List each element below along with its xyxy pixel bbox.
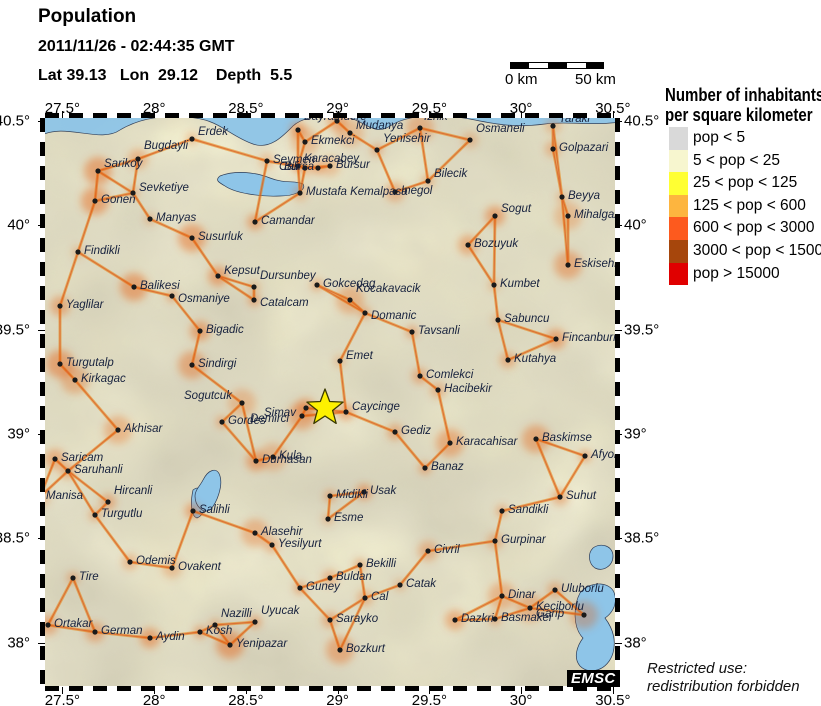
svg-text:Mudanya: Mudanya [356,120,403,132]
svg-text:Beyya: Beyya [568,190,600,202]
svg-text:Camandar: Camandar [261,215,316,227]
svg-text:Kutahya: Kutahya [514,353,556,365]
svg-text:Gediz: Gediz [401,425,431,437]
svg-text:Comlekci: Comlekci [426,369,474,381]
svg-text:Sarayko: Sarayko [336,613,379,625]
svg-text:Hircanli: Hircanli [114,485,153,497]
svg-text:Nazilli: Nazilli [221,608,252,620]
svg-text:Gurpinar: Gurpinar [501,534,547,546]
svg-text:Gordes: Gordes [228,415,266,427]
svg-text:Bugdayli: Bugdayli [144,140,189,152]
svg-text:Afyon: Afyon [590,449,615,461]
svg-text:Caycinge: Caycinge [352,401,400,413]
svg-text:Turgutalp: Turgutalp [66,357,114,369]
svg-text:Dursunbey: Dursunbey [260,270,317,282]
svg-text:German: German [101,625,143,637]
svg-text:Yaglilar: Yaglilar [66,299,105,311]
svg-text:Bilecik: Bilecik [434,168,468,180]
svg-text:Kosh: Kosh [206,625,232,637]
svg-text:Esme: Esme [334,512,363,524]
svg-text:Salihli: Salihli [199,504,230,516]
svg-text:Balikesi: Balikesi [140,280,180,292]
svg-text:Guney: Guney [306,581,341,593]
svg-text:Mustafa Kemalpasa: Mustafa Kemalpasa [306,186,408,198]
svg-text:Dazkri: Dazkri [461,613,494,625]
svg-text:Simav: Simav [264,407,297,419]
svg-text:Inegol: Inegol [401,185,433,197]
svg-text:Sevketiye: Sevketiye [139,182,189,194]
svg-text:Bursur: Bursur [336,159,371,171]
svg-text:Tire: Tire [79,571,99,583]
svg-text:Usak: Usak [370,485,397,497]
svg-text:Bozuyuk: Bozuyuk [474,238,519,250]
svg-text:Turgutlu: Turgutlu [101,508,143,520]
svg-text:Ortakar: Ortakar [54,618,94,630]
svg-text:Yesilyurt: Yesilyurt [278,538,322,550]
svg-text:Suhut: Suhut [566,490,597,502]
svg-text:Gonen: Gonen [101,194,136,206]
svg-text:Osmaneli: Osmaneli [476,123,525,135]
svg-text:Uluborlu: Uluborlu [561,583,604,595]
svg-text:Akhisar: Akhisar [123,423,164,435]
svg-text:Catak: Catak [406,578,437,590]
svg-text:Kumbet: Kumbet [500,278,540,290]
svg-text:Alasehir: Alasehir [260,526,304,538]
svg-text:Susurluk: Susurluk [198,231,244,243]
svg-text:Tavsanli: Tavsanli [418,325,460,337]
svg-text:Kirkagac: Kirkagac [81,373,126,385]
svg-text:Erdek: Erdek [198,126,229,138]
svg-text:Banaz: Banaz [431,461,464,473]
svg-text:Karacahisar: Karacahisar [456,436,519,448]
svg-text:Emet: Emet [346,350,374,362]
svg-text:Manisa: Manisa [46,490,83,502]
svg-text:Sogutcuk: Sogutcuk [184,390,233,402]
svg-text:Bozkurt: Bozkurt [346,643,386,655]
svg-text:Uyucak: Uyucak [261,605,301,617]
svg-text:Sarikoy: Sarikoy [104,158,144,170]
svg-text:Taraki: Taraki [559,118,590,125]
svg-text:Domanic: Domanic [371,310,417,322]
svg-text:Kula: Kula [279,450,302,462]
svg-text:Osmaniye: Osmaniye [178,293,230,305]
svg-text:Garip: Garip [536,608,565,620]
svg-text:Aydin: Aydin [155,631,185,643]
svg-text:Golpazari: Golpazari [559,142,609,154]
svg-text:Kocakavacik: Kocakavacik [356,283,422,295]
svg-text:Findikli: Findikli [84,245,120,257]
svg-text:Eskisehir: Eskisehir [574,258,615,270]
svg-text:Hacibekir: Hacibekir [444,383,493,395]
svg-text:Iznik: Iznik [424,118,449,123]
svg-text:Fincanburnu: Fincanburnu [562,332,615,344]
svg-text:Saruhanli: Saruhanli [74,464,123,476]
svg-text:Midikli: Midikli [336,489,368,501]
svg-text:Bigadic: Bigadic [206,324,244,336]
svg-text:Catalcam: Catalcam [260,297,309,309]
svg-text:Cal: Cal [371,591,389,603]
svg-text:Sogut: Sogut [501,203,532,215]
svg-text:Ekmekci: Ekmekci [311,135,355,147]
svg-text:Dinar: Dinar [508,589,537,601]
svg-text:Civril: Civril [434,544,460,556]
svg-text:Kepsut: Kepsut [224,265,261,277]
svg-text:Ovakent: Ovakent [178,561,222,573]
svg-text:Sindirgi: Sindirgi [198,358,237,370]
svg-text:Mihalgazi: Mihalgazi [574,209,615,221]
svg-text:Sandikli: Sandikli [508,504,549,516]
svg-text:Manyas: Manyas [156,212,197,224]
svg-text:Cali: Cali [279,161,299,173]
svg-text:Odemis: Odemis [136,555,176,567]
svg-text:Baskimse: Baskimse [542,432,592,444]
svg-text:Buldan: Buldan [336,571,372,583]
svg-text:Yenipazar: Yenipazar [236,638,288,650]
svg-text:Sabuncu: Sabuncu [504,313,550,325]
svg-text:Bekilli: Bekilli [366,558,396,570]
svg-text:Saricam: Saricam [61,452,104,464]
svg-text:Yenisehir: Yenisehir [383,133,431,145]
